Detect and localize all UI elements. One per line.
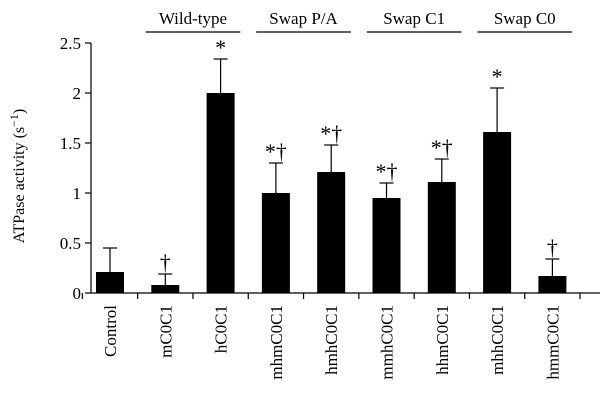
significance-mark-hmhC0C1: *† (320, 121, 342, 146)
y-tick-label: 2 (73, 84, 82, 103)
significance-mark-mhmC0C1: *† (265, 139, 287, 164)
significance-mark-hC0C1: * (215, 35, 226, 60)
category-label-hmhC0C1: hmhC0C1 (322, 305, 341, 375)
category-label-mmhC0C1: mmhC0C1 (378, 305, 397, 380)
y-tick-label: 1 (73, 184, 82, 203)
category-label-hmmC0C1: hmmC0C1 (543, 305, 562, 380)
bar-mmhC0C1 (372, 198, 401, 293)
group-label: Wild-type (159, 9, 227, 28)
y-tick-label: 0 (73, 284, 82, 303)
category-label-mC0C1: mC0C1 (156, 305, 175, 358)
significance-mark-mmhC0C1: *† (376, 159, 398, 184)
y-tick-label: 1.5 (60, 134, 81, 153)
category-label-hhmC0C1: hhmC0C1 (433, 305, 452, 375)
bar-mC0C1 (151, 285, 180, 293)
bar-mhmC0C1 (261, 193, 290, 293)
category-label-mhhC0C1: mhhC0C1 (488, 305, 507, 375)
group-label: Swap C0 (494, 9, 556, 28)
significance-mark-hhmC0C1: *† (431, 135, 453, 160)
y-tick-label: 2.5 (60, 34, 81, 53)
significance-mark-hmmC0C1: † (547, 235, 558, 260)
bar-mhhC0C1 (483, 132, 512, 293)
category-label-hC0C1: hC0C1 (212, 305, 231, 353)
bar-hhmC0C1 (427, 182, 456, 293)
significance-mark-mhhC0C1: * (492, 64, 503, 89)
bar-hmmC0C1 (538, 276, 567, 293)
group-label: Swap P/A (269, 9, 338, 28)
bar-Control (96, 272, 124, 293)
category-label-Control: Control (101, 305, 120, 357)
category-label-mhmC0C1: mhmC0C1 (267, 305, 286, 380)
bar-hmhC0C1 (317, 172, 346, 293)
bar-hC0C1 (206, 93, 235, 293)
group-label: Swap C1 (383, 9, 445, 28)
significance-mark-mC0C1: † (160, 250, 171, 275)
y-axis-label: ATPase activity (s−1) (7, 109, 28, 244)
plot-area: 0 0.5 1 1.5 2 2.5 ATPase activity (s−1) Control… (7, 9, 600, 380)
y-tick-label: 0.5 (60, 234, 81, 253)
